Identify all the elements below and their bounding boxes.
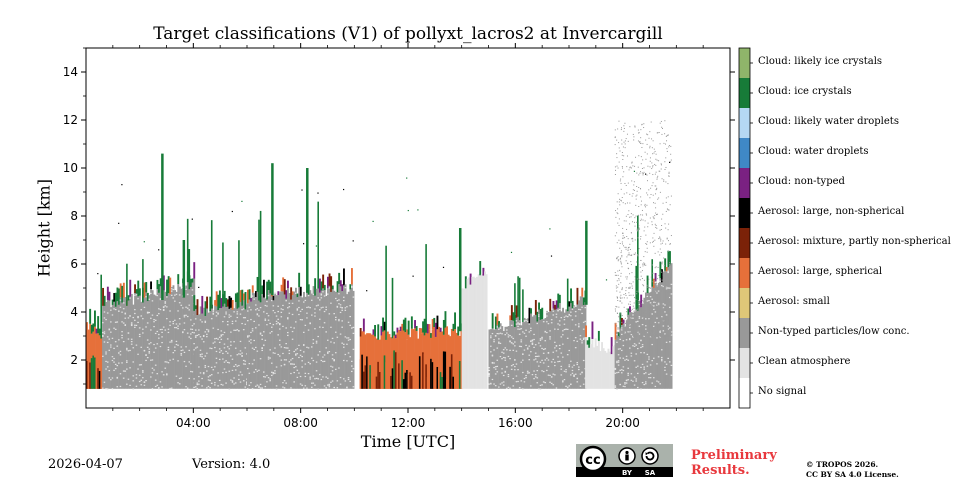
colorbar-swatch [739,108,750,138]
y-tick-label: 14 [63,65,78,79]
colorbar-swatch [739,198,750,228]
copyright-line-2: CC BY SA 4.0 License. [806,470,899,479]
colorbar-frame [738,47,751,409]
cc-logo-text: cc [585,453,600,468]
x-tick-label: 12:00 [391,416,426,430]
cc-by-sa-badge: cc BY SA [576,444,673,477]
colorbar-swatch [739,78,750,108]
colorbar-swatch [739,318,750,348]
colorbar-swatch [739,258,750,288]
preliminary-results-note: Preliminary Results. [691,448,801,478]
preliminary-line-1: Preliminary [691,448,777,463]
x-axis-label: Time [UTC] [360,432,456,451]
colorbar-swatch [739,168,750,198]
colorbar-label: Cloud: likely ice crystals [758,56,883,67]
classification-field [86,120,673,390]
x-tick-label: 08:00 [283,416,318,430]
colorbar-label: Cloud: likely water droplets [758,116,899,127]
chart-title: Target classifications (V1) of pollyxt_l… [153,24,663,44]
colorbar-swatch [739,378,750,408]
axis-ticks: 04:00 08:00 12:00 16:00 20:00 2 4 6 8 10 12 14 [63,43,735,430]
colorbar-swatch [739,48,750,78]
x-tick-label: 04:00 [176,416,211,430]
preliminary-line-2: Results. [691,463,750,478]
colorbar [738,47,753,409]
colorbar-label: Non-typed particles/low conc. [758,326,910,337]
cc-by-text: BY [622,469,633,477]
y-tick-label: 6 [70,257,78,271]
copyright-line-1: © TROPOS 2026. [806,460,879,469]
colorbar-swatch [739,288,750,318]
y-tick-label: 10 [63,161,78,175]
colorbar-label: Cloud: non-typed [758,176,845,187]
colorbar-swatch [739,348,750,378]
colorbar-label: Aerosol: mixture, partly non-spherical [758,236,951,247]
y-axis-label: Height [km] [34,179,54,277]
x-tick-label: 20:00 [605,416,640,430]
colorbar-label: No signal [758,386,807,397]
colorbar-label: Aerosol: large, spherical [758,266,883,277]
colorbar-label: Cloud: water droplets [758,146,869,157]
date-label: 2026-04-07 [48,457,123,472]
y-tick-label: 8 [70,209,78,223]
x-tick-label: 16:00 [498,416,533,430]
colorbar-swatch [739,228,750,258]
y-tick-label: 4 [70,305,78,319]
version-label: Version: 4.0 [192,457,271,472]
copyright-note: © TROPOS 2026. CC BY SA 4.0 License. [806,460,946,480]
colorbar-label: Clean atmosphere [758,356,851,367]
colorbar-swatch [739,138,750,168]
class-pixels [86,120,673,390]
colorbar-label: Aerosol: large, non-spherical [758,206,905,217]
colorbar-label: Aerosol: small [758,296,830,307]
colorbar-label: Cloud: ice crystals [758,86,852,97]
y-tick-label: 12 [63,113,78,127]
cc-sa-text: SA [645,469,656,477]
y-tick-label: 2 [70,353,78,367]
